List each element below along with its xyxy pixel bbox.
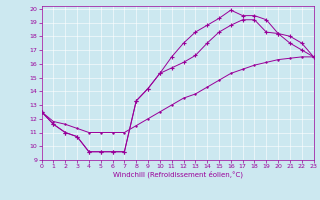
X-axis label: Windchill (Refroidissement éolien,°C): Windchill (Refroidissement éolien,°C) <box>113 171 243 178</box>
